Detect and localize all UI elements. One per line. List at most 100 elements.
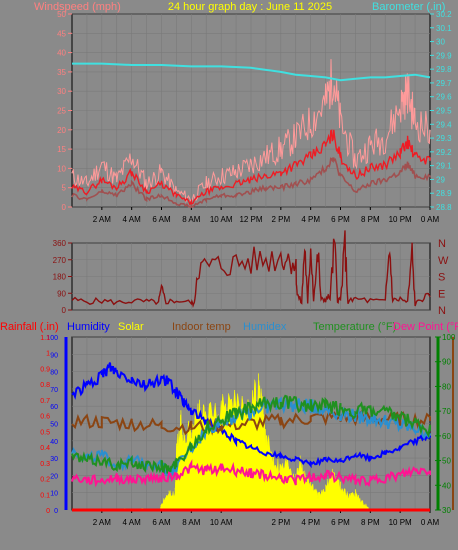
indoor-temp-line <box>71 409 431 436</box>
time-tick-label: 6 AM <box>152 215 171 224</box>
barometer-tick-label: 29.3 <box>436 134 452 143</box>
temperature-tick-label: 80 <box>442 382 451 391</box>
windspeed-tick-label: 5 <box>62 184 67 193</box>
solar-area <box>72 373 430 511</box>
barometer-tick-label: 30.2 <box>436 10 452 19</box>
temperature-tick-label: 60 <box>442 432 451 441</box>
time-tick-label: 0 AM <box>421 518 440 527</box>
rainfall-tick-label: 0.4 <box>40 445 50 452</box>
compass-tick-label: N <box>438 238 446 250</box>
humidity-tick-label: 80 <box>50 370 58 377</box>
windspeed-tick-label: 45 <box>57 29 66 38</box>
humidity-tick-label: 100 <box>46 335 58 342</box>
time-tick-label: 8 AM <box>182 518 201 527</box>
barometer-tick-label: 29.1 <box>436 162 452 171</box>
rainfall-tick-label: 0.6 <box>40 414 50 421</box>
humidity-tick-label: 70 <box>50 387 58 394</box>
time-tick-label: 2 AM <box>93 518 112 527</box>
windspeed-tick-label: 15 <box>57 145 66 154</box>
temperature-f-line <box>71 394 431 475</box>
wind-low-line <box>71 157 431 208</box>
time-tick-label: 2 PM <box>271 518 290 527</box>
humidity-tick-label: 60 <box>50 404 58 411</box>
barometer-tick-label: 30 <box>436 38 445 47</box>
barometer-tick-label: 29.7 <box>436 79 452 88</box>
rainfall-tick-label: 0.8 <box>40 382 50 389</box>
time-tick-label: 10 PM <box>389 215 412 224</box>
time-tick-label: 4 PM <box>301 518 320 527</box>
direction-tick-label: 90 <box>57 289 66 298</box>
direction-tick-label: 270 <box>53 256 67 265</box>
barometer-tick-label: 29.5 <box>436 107 452 116</box>
rainfall-tick-label: 0.5 <box>40 429 50 436</box>
time-tick-label: 4 PM <box>301 215 320 224</box>
windspeed-tick-label: 25 <box>57 107 66 116</box>
wind-gust-line <box>71 59 431 204</box>
barometer-axis-label: Barometer (.in) <box>372 1 445 13</box>
humidity-tick-label: 20 <box>50 473 58 480</box>
time-tick-label: 10 PM <box>389 518 412 527</box>
windspeed-tick-label: 20 <box>57 126 66 135</box>
temperature-humidity-panel: 0 10 20 30 40 50 60 70 80 90 100 0 0.1 0.2 0.3 0.4 0.5 0.… <box>40 333 456 527</box>
compass-tick-label: N <box>438 305 446 317</box>
legend-solar: Solar <box>118 321 144 333</box>
time-tick-label: 2 AM <box>93 215 112 224</box>
temperature-tick-label: 50 <box>442 457 451 466</box>
dew-point-f-line <box>71 459 431 488</box>
rainfall-tick-label: 0 <box>46 508 50 515</box>
compass-tick-label: W <box>438 255 449 267</box>
humidity-tick-label: 50 <box>50 422 58 429</box>
legend-humidity: Humidity <box>67 321 110 333</box>
legend-dew-point: Dew Point (°F) <box>393 321 458 333</box>
rainfall-tick-label: 0.3 <box>40 461 50 468</box>
compass-tick-label: S <box>438 272 445 284</box>
barometer-line <box>72 62 431 82</box>
direction-tick-label: 180 <box>53 273 67 282</box>
temperature-tick-label: 90 <box>442 358 451 367</box>
time-tick-label: 8 PM <box>361 215 380 224</box>
barometer-tick-label: 30.1 <box>436 24 452 33</box>
windspeed-axis-label: Windspeed (mph) <box>34 1 121 13</box>
barometer-tick-label: 29.2 <box>436 148 452 157</box>
windspeed-tick-label: 0 <box>62 203 67 212</box>
wind-avg-line <box>71 129 431 206</box>
direction-tick-label: 0 <box>62 306 67 315</box>
time-tick-label: 4 AM <box>123 215 142 224</box>
temperature-tick-label: 100 <box>442 333 456 342</box>
temperature-tick-label: 70 <box>442 407 451 416</box>
rainfall-tick-label: 0.9 <box>40 366 50 373</box>
chart-title: 24 hour graph day : June 11 2025 <box>168 1 332 13</box>
wind-barometer-panel: 0 5 10 15 20 25 30 35 40 45 50 28.8 28.9 29 29.1 29.2 29… <box>57 10 452 224</box>
time-tick-label: 6 AM <box>152 518 171 527</box>
time-tick-label: 4 AM <box>123 518 142 527</box>
humidity-tick-label: 40 <box>50 439 58 446</box>
direction-tick-label: 360 <box>53 239 67 248</box>
legend-temperature: Temperature (°F) <box>313 321 396 333</box>
temperature-tick-label: 40 <box>442 481 451 490</box>
time-tick-label: 6 PM <box>331 518 350 527</box>
legend-rainfall: Rainfall (.in) <box>0 321 59 333</box>
windspeed-tick-label: 50 <box>57 10 66 19</box>
rainfall-tick-label: 1.1 <box>40 335 50 342</box>
windspeed-tick-label: 40 <box>57 49 66 58</box>
rainfall-tick-label: 0.7 <box>40 398 50 405</box>
humidity-tick-label: 30 <box>50 456 58 463</box>
rainfall-tick-label: 0.2 <box>40 477 50 484</box>
time-tick-label: 8 PM <box>361 518 380 527</box>
barometer-tick-label: 29.8 <box>436 65 452 74</box>
barometer-tick-label: 28.9 <box>436 189 452 198</box>
wind-direction-line <box>71 230 431 309</box>
legend-indoor-temp: Indoor temp <box>172 321 231 333</box>
windspeed-tick-label: 35 <box>57 68 66 77</box>
humidity-line <box>71 362 431 469</box>
barometer-tick-label: 29.6 <box>436 93 452 102</box>
time-tick-label: 10 AM <box>210 518 233 527</box>
barometer-tick-label: 29.4 <box>436 120 452 129</box>
time-tick-label: 2 PM <box>271 215 290 224</box>
compass-tick-label: E <box>438 288 445 300</box>
wind-direction-panel: 0 N 90 E 180 S 270 W 360 N <box>53 230 449 317</box>
humidity-tick-label: 90 <box>50 352 58 359</box>
rainfall-tick-label: 0.1 <box>40 492 50 499</box>
time-tick-label: 10 AM <box>210 215 233 224</box>
